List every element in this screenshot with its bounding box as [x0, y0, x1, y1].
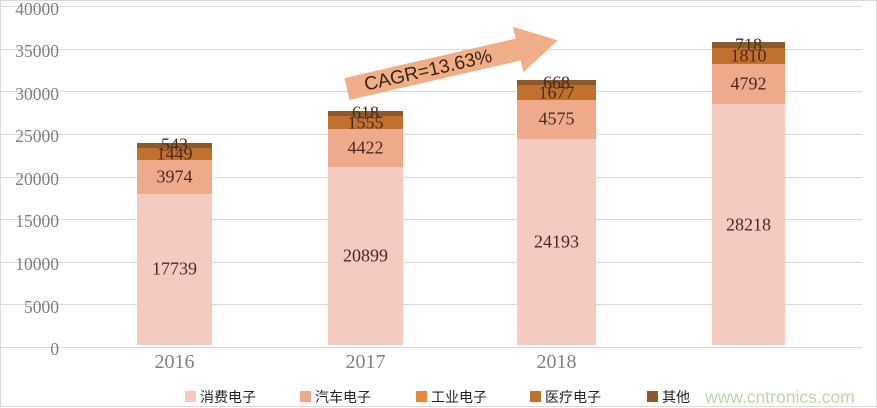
svg-text:CAGR=13.63%: CAGR=13.63% — [362, 46, 494, 96]
